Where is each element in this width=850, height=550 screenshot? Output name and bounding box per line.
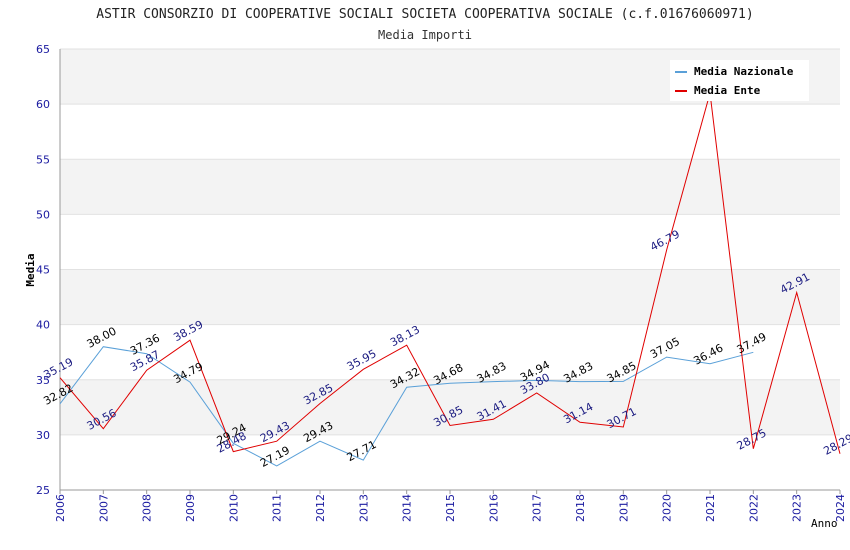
x-tick-label: 2008 xyxy=(141,494,154,522)
y-tick-label: 65 xyxy=(36,43,50,56)
x-tick-labels: 2006 2007 2008 2009 2010 2011 2012 2013 2014 2015… xyxy=(54,490,847,522)
grid-band xyxy=(60,434,840,490)
legend: Media Nazionale Media Ente xyxy=(670,60,809,101)
y-tick-label: 55 xyxy=(36,153,50,166)
grid-band xyxy=(60,324,840,380)
y-tick-label: 45 xyxy=(36,264,50,277)
x-tick-label: 2006 xyxy=(54,494,67,522)
y-tick-label: 25 xyxy=(36,484,50,497)
grid-band xyxy=(60,214,840,270)
x-axis-label: Anno xyxy=(811,517,838,530)
x-tick-label: 2009 xyxy=(184,494,197,522)
x-tick-label: 2010 xyxy=(227,494,240,522)
y-tick-label: 30 xyxy=(36,429,50,442)
x-tick-label: 2016 xyxy=(487,494,500,522)
chart-title: ASTIR CONSORZIO DI COOPERATIVE SOCIALI S… xyxy=(96,7,753,22)
y-tick-label: 60 xyxy=(36,98,50,111)
x-tick-label: 2022 xyxy=(747,494,760,522)
grid-bands xyxy=(60,49,840,490)
grid-band xyxy=(60,104,840,160)
x-tick-label: 2015 xyxy=(444,494,457,522)
x-tick-label: 2014 xyxy=(401,494,414,522)
grid-band xyxy=(60,159,840,215)
y-axis-label: Media xyxy=(24,253,37,286)
grid-band xyxy=(60,269,840,325)
y-tick-labels: 25 30 35 40 45 50 55 60 65 xyxy=(36,43,50,497)
x-tick-label: 2018 xyxy=(574,494,587,522)
x-tick-label: 2012 xyxy=(314,494,327,522)
legend-label-ente: Media Ente xyxy=(694,84,761,97)
series-line-media-nazionale xyxy=(59,346,754,467)
x-tick-label: 2011 xyxy=(271,494,284,522)
x-tick-label: 2020 xyxy=(661,494,674,522)
y-tick-label: 40 xyxy=(36,319,50,332)
chart-subtitle: Media Importi xyxy=(378,28,472,42)
x-tick-label: 2023 xyxy=(791,494,804,522)
legend-label-nazionale: Media Nazionale xyxy=(694,65,794,78)
x-tick-label: 2013 xyxy=(357,494,370,522)
y-tick-label: 50 xyxy=(36,208,50,221)
x-tick-label: 2017 xyxy=(531,494,544,522)
x-tick-label: 2019 xyxy=(617,494,630,522)
x-tick-label: 2021 xyxy=(704,494,717,522)
x-tick-label: 2007 xyxy=(97,494,110,522)
legend-box xyxy=(670,60,809,101)
x-tick-label: 2024 xyxy=(834,494,847,522)
y-tick-label: 35 xyxy=(36,374,50,387)
